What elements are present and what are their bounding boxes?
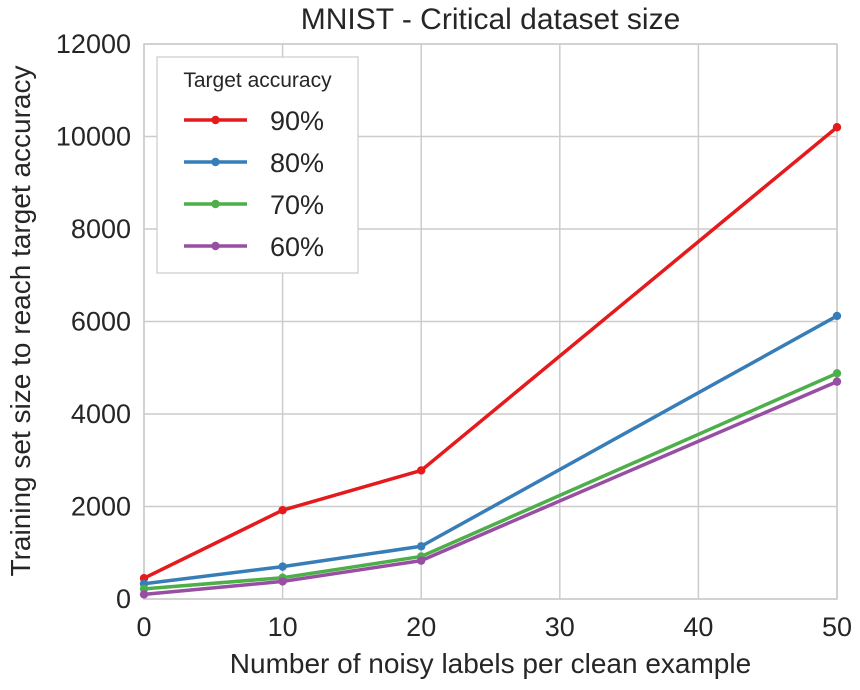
legend-entry: 70% [184,190,324,220]
series-1 [139,123,842,583]
y-tick-label: 12000 [56,29,131,59]
y-tick-label: 2000 [71,492,131,522]
series-line [142,379,839,597]
x-tick-label: 10 [268,612,298,642]
y-tick-label: 8000 [71,214,131,244]
series-line [142,314,839,586]
series-line [142,371,839,591]
legend-label: 70% [270,190,324,220]
x-tick-label: 40 [683,612,713,642]
x-tick-labels: 0 10 20 30 40 50 [136,612,852,642]
series-2 [139,311,842,588]
series-layer [139,123,842,599]
data-point [832,311,842,321]
legend: Target accuracy 90% 80% 70% 60% [156,56,359,274]
legend-entry: 80% [184,148,324,178]
data-point [278,577,287,586]
y-tick-label: 0 [116,584,131,614]
data-point [832,123,842,132]
x-tick-label: 0 [136,612,151,642]
data-point [417,466,426,475]
y-tick-label: 10000 [56,122,131,152]
legend-box [156,56,359,274]
legend-entry: 90% [184,106,324,136]
legend-label: 90% [270,106,324,136]
y-tick-labels: 0 2000 4000 6000 8000 10000 12000 [56,29,131,614]
data-point [417,542,426,551]
legend-title: Target accuracy [183,69,332,92]
data-point [139,590,149,599]
data-point [278,506,287,515]
y-tick-label: 6000 [71,307,131,337]
legend-entry: 60% [184,232,324,262]
x-axis-title: Number of noisy labels per clean example [230,648,751,679]
legend-swatch-marker [211,241,220,251]
legend-swatch-marker [211,115,220,125]
legend-label: 80% [270,148,324,178]
legend-swatch-marker [211,157,220,167]
data-point [832,369,842,378]
data-point [417,556,426,565]
y-axis-title: Training set size to reach target accura… [5,66,36,577]
legend-entries: 90% 80% 70% 60% [184,106,324,262]
data-point [278,562,287,571]
data-point [832,377,842,386]
y-tick-label: 4000 [71,399,131,429]
plot-frame [143,43,838,600]
chart-title: MNIST - Critical dataset size [301,3,681,36]
x-tick-label: 20 [406,612,436,642]
legend-swatch-marker [211,199,220,209]
x-tick-label: 50 [822,612,852,642]
series-line [142,125,839,580]
series-4 [139,377,842,599]
grid [143,43,838,600]
x-tick-label: 30 [545,612,575,642]
legend-label: 60% [270,232,324,262]
